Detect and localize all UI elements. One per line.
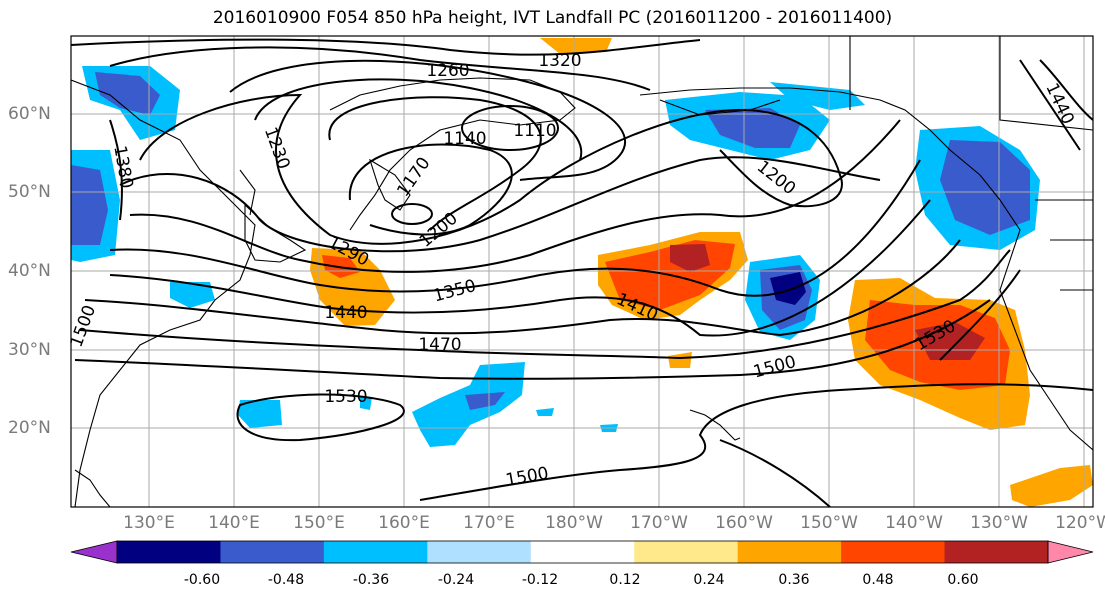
colorbar-bin [323, 541, 428, 563]
colorbar-bin [737, 541, 842, 563]
contour-label: 1470 [418, 335, 461, 355]
lon-label: 150°W [800, 513, 858, 533]
colorbar-tick-label: -0.24 [437, 572, 475, 588]
lon-label: 130°W [970, 513, 1028, 533]
colorbar-tick-label: 0.36 [778, 572, 810, 588]
colorbar-tick-label: 0.12 [609, 572, 641, 588]
contour-label: 1440 [324, 303, 367, 323]
contour-label: 1110 [513, 121, 556, 141]
colorbar-bin [117, 541, 221, 563]
colorbar-bin [530, 541, 635, 563]
height-contours [71, 38, 1093, 507]
lon-label: 120°W [1055, 513, 1105, 533]
colorbar-extend-low [70, 540, 118, 564]
lon-label: 130°E [123, 513, 175, 533]
lat-label: 20°N [8, 418, 51, 438]
lon-label: 180°W [545, 513, 603, 533]
colorbar-bin [427, 541, 532, 563]
lon-label: 170°E [463, 513, 515, 533]
colorbar-tick-label: 0.60 [947, 572, 979, 588]
contour-label: 1260 [426, 61, 469, 81]
map-title: 2016010900 F054 850 hPa height, IVT Land… [212, 8, 893, 28]
lon-label: 170°W [630, 513, 688, 533]
colorbar-bin [220, 541, 325, 563]
shade-neg-bc [770, 82, 865, 110]
contour-label: 1530 [324, 387, 367, 407]
colorbar-tick-label: -0.36 [352, 572, 390, 588]
lon-label: 160°E [378, 513, 430, 533]
graticule [71, 36, 1093, 507]
lat-label: 40°N [8, 261, 51, 281]
colorbar-bin [634, 541, 739, 563]
colorbar-tick-label: -0.12 [521, 572, 559, 588]
colorbar-tick-label: -0.60 [183, 572, 221, 588]
colorbar [70, 540, 1094, 564]
lon-label: 140°W [885, 513, 943, 533]
lon-label: 140°E [208, 513, 260, 533]
colorbar-tick-label: 0.48 [862, 572, 894, 588]
contour-label: 1320 [538, 51, 581, 71]
shade-pos-se [1010, 465, 1093, 507]
lon-label: 160°W [715, 513, 773, 533]
lat-label: 30°N [8, 340, 51, 360]
shade-neg-japan [170, 282, 215, 308]
lat-label: 50°N [8, 182, 51, 202]
lat-label: 60°N [8, 104, 51, 124]
contour-label: 1140 [443, 129, 486, 149]
colorbar-bin [944, 541, 1049, 563]
colorbar-bin [841, 541, 946, 563]
colorbar-tick-label: -0.48 [267, 572, 305, 588]
shading-layer [71, 38, 1093, 507]
colorbar-tick-label: 0.24 [693, 572, 725, 588]
colorbar-extend-high [1047, 540, 1094, 564]
lon-label: 150°E [293, 513, 345, 533]
colorbar-outline [116, 540, 1049, 564]
